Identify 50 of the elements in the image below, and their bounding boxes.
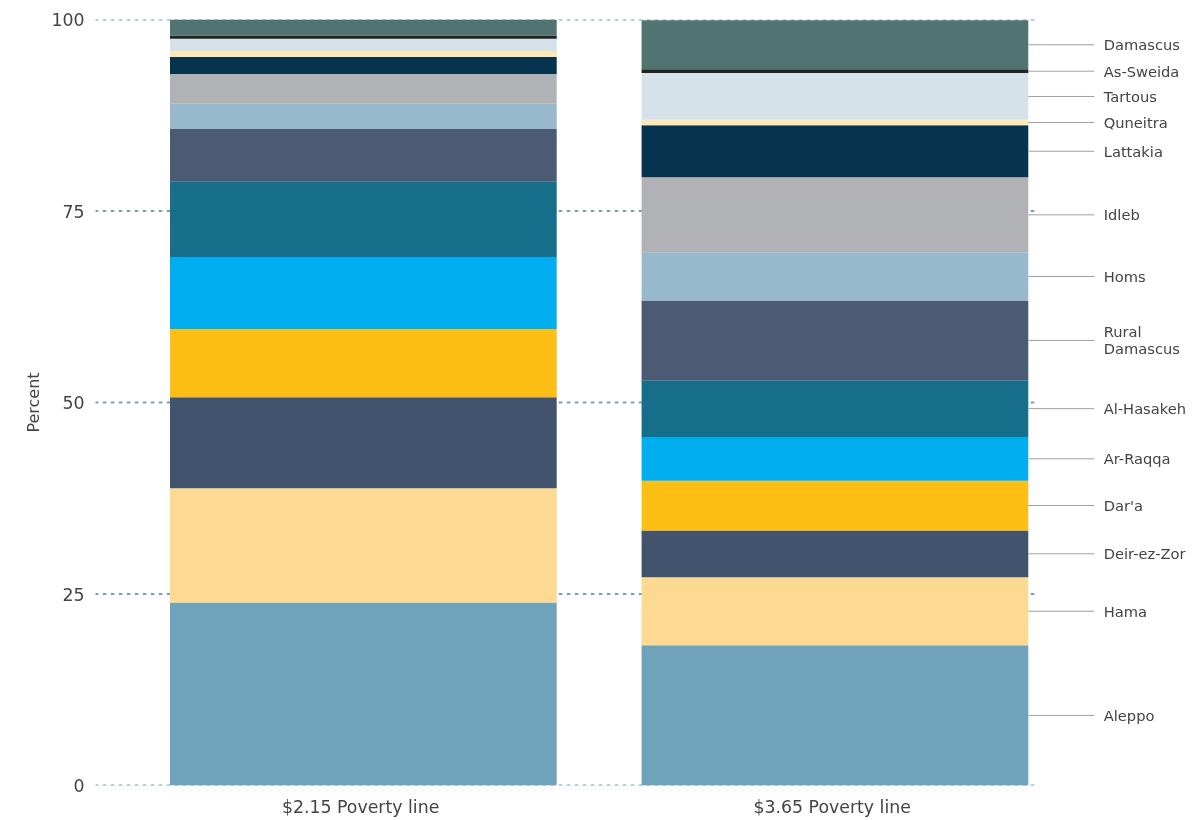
x-tick-label: $3.65 Poverty line bbox=[753, 796, 911, 817]
bar bbox=[170, 328, 557, 398]
text: Dar'a bbox=[1103, 497, 1144, 515]
bar bbox=[641, 177, 1029, 253]
y-tick-label: 25 bbox=[62, 584, 85, 605]
bar bbox=[170, 57, 557, 74]
y-tick-label: 100 bbox=[51, 10, 85, 30]
text: Quneitra bbox=[1103, 114, 1168, 132]
text: As-Sweida bbox=[1103, 62, 1180, 80]
bar bbox=[170, 19, 557, 36]
bar bbox=[641, 73, 1029, 120]
text: Homs bbox=[1103, 267, 1146, 285]
text: Aleppo bbox=[1103, 706, 1155, 724]
bar bbox=[641, 119, 1029, 126]
text: Al-Hasakeh bbox=[1103, 400, 1187, 418]
bar bbox=[641, 530, 1029, 578]
y-tick-label: 0 bbox=[73, 776, 85, 796]
bar bbox=[641, 436, 1029, 481]
bar bbox=[641, 125, 1029, 178]
text: Tartous bbox=[1102, 87, 1157, 105]
bar bbox=[170, 602, 557, 786]
bar bbox=[641, 252, 1029, 301]
x-tick-label: $2.15 Poverty line bbox=[281, 796, 440, 817]
text: Rural Damascus bbox=[1103, 323, 1180, 358]
bar bbox=[170, 103, 557, 130]
y-axis-title: Percent bbox=[24, 372, 44, 433]
bar bbox=[170, 181, 557, 257]
text: Lattakia bbox=[1103, 142, 1163, 160]
bar bbox=[170, 38, 557, 51]
bar bbox=[170, 50, 557, 58]
bar bbox=[641, 69, 1029, 74]
bar bbox=[641, 645, 1029, 786]
bar bbox=[641, 380, 1029, 437]
bar bbox=[170, 129, 557, 182]
text: Hama bbox=[1103, 602, 1147, 620]
bar bbox=[170, 35, 557, 39]
text: Ar-Raqqa bbox=[1103, 450, 1171, 468]
text: Deir-ez-Zor bbox=[1103, 545, 1187, 563]
y-tick-label: 75 bbox=[62, 201, 85, 222]
bar bbox=[170, 73, 557, 104]
bar bbox=[641, 300, 1029, 381]
bar bbox=[170, 397, 557, 489]
bar bbox=[170, 488, 557, 603]
bar bbox=[641, 480, 1029, 531]
bar bbox=[170, 256, 557, 329]
text: Idleb bbox=[1103, 206, 1140, 224]
bar bbox=[641, 20, 1029, 70]
text: Damascus bbox=[1103, 36, 1180, 54]
y-tick-label: 50 bbox=[62, 393, 85, 413]
bar bbox=[641, 577, 1029, 646]
